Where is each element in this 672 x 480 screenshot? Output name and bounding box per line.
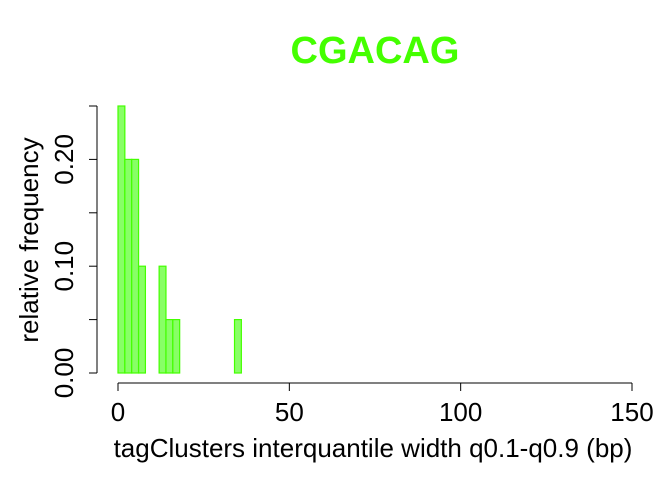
histogram-bar <box>137 265 147 374</box>
histogram-bar <box>117 105 126 374</box>
histogram-bar <box>233 319 242 374</box>
histogram-bar <box>131 158 140 374</box>
x-axis-label: tagClusters interquantile width q0.1-q0.… <box>114 433 633 463</box>
histogram-bar <box>165 319 174 374</box>
x-tick-label: 150 <box>610 397 653 427</box>
histogram-bar <box>158 265 167 374</box>
y-axis-label: relative frequency <box>14 137 44 342</box>
x-tick-label: 0 <box>111 397 125 427</box>
x-tick-label: 100 <box>439 397 482 427</box>
histogram-bar <box>124 158 133 374</box>
x-axis: 0 50 100 150 <box>111 382 654 427</box>
y-tick-label: 0.10 <box>49 241 79 292</box>
y-tick-label: 0.20 <box>49 134 79 185</box>
histogram-bar <box>172 319 181 374</box>
y-tick-label: 0.00 <box>49 348 79 399</box>
chart-title: CGACAG <box>291 30 460 72</box>
y-axis: 0.00 0.10 0.20 <box>49 105 98 399</box>
histogram-bars <box>117 105 242 374</box>
x-tick-label: 50 <box>275 397 304 427</box>
